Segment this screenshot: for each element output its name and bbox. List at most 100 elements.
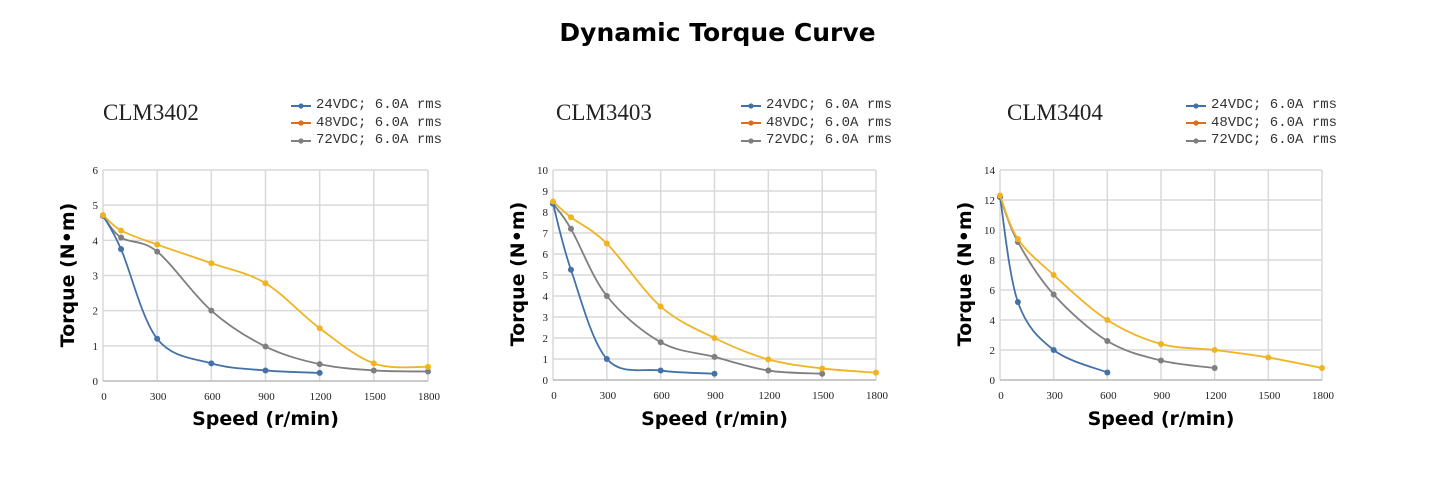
- y-tick-label: 8: [990, 255, 996, 267]
- data-point: [154, 335, 161, 342]
- y-tick-label: 1: [543, 354, 549, 366]
- main-title: Dynamic Torque Curve: [559, 18, 876, 47]
- y-tick-label: 5: [543, 270, 549, 282]
- chart-title: CLM3404: [1007, 100, 1103, 125]
- legend-marker-icon: [1186, 103, 1206, 109]
- x-tick-label: 600: [1100, 390, 1117, 402]
- x-tick-label: 300: [150, 391, 167, 403]
- data-point: [1158, 357, 1164, 364]
- data-point: [603, 240, 610, 247]
- y-tick-label: 1: [93, 341, 99, 353]
- data-point: [370, 367, 377, 374]
- legend-label: 48VDC; 6.0A rms: [316, 114, 443, 131]
- y-tick-label: 0: [543, 375, 549, 387]
- data-point: [118, 227, 125, 234]
- data-point: [567, 266, 574, 273]
- x-axis-label: Speed (r/min): [192, 408, 339, 430]
- x-tick-label: 1200: [758, 390, 781, 402]
- data-point: [711, 335, 718, 341]
- y-tick-label: 4: [543, 291, 549, 303]
- data-point: [316, 369, 323, 376]
- legend-marker-icon: [291, 138, 311, 144]
- data-point: [208, 360, 215, 367]
- data-point: [657, 339, 664, 346]
- data-point: [118, 246, 125, 253]
- y-tick-label: 8: [543, 207, 549, 219]
- chart-title: CLM3402: [103, 100, 199, 125]
- y-tick-label: 6: [543, 249, 549, 261]
- x-tick-label: 900: [1154, 390, 1171, 402]
- x-tick-label: 600: [204, 391, 221, 403]
- data-point: [1104, 369, 1111, 376]
- x-tick-label: 1500: [812, 390, 835, 402]
- data-point: [208, 307, 215, 314]
- legend-label: 48VDC; 6.0A rms: [1211, 114, 1338, 131]
- y-tick-label: 6: [93, 165, 99, 177]
- data-point: [603, 293, 610, 299]
- legend-marker-icon: [741, 138, 761, 144]
- y-tick-label: 4: [990, 315, 996, 327]
- x-tick-label: 300: [1046, 390, 1063, 402]
- data-point: [425, 368, 431, 375]
- data-point: [370, 360, 377, 367]
- legend-label: 24VDC; 6.0A rms: [766, 97, 893, 113]
- x-tick-label: 900: [707, 390, 724, 402]
- legend-label: 48VDC; 6.0A rms: [766, 114, 893, 131]
- data-point: [316, 361, 323, 368]
- data-point: [1014, 299, 1021, 305]
- y-tick-label: 3: [93, 271, 99, 283]
- x-tick-label: 1500: [1258, 390, 1281, 402]
- y-tick-label: 2: [990, 345, 996, 357]
- data-point: [765, 367, 772, 374]
- data-point: [765, 356, 772, 363]
- y-tick-label: 7: [543, 228, 549, 240]
- x-tick-label: 300: [600, 390, 617, 402]
- data-point: [603, 356, 610, 362]
- legend-label: 72VDC; 6.0A rms: [766, 132, 893, 148]
- data-point: [262, 367, 269, 374]
- y-tick-label: 9: [543, 186, 549, 198]
- data-point: [1211, 365, 1218, 371]
- data-point: [425, 363, 431, 370]
- data-point: [154, 248, 161, 255]
- data-point: [711, 370, 718, 377]
- data-point: [711, 353, 718, 360]
- data-point: [1158, 341, 1164, 347]
- series-line: [999, 196, 1108, 374]
- series-line: [102, 214, 429, 369]
- data-point: [567, 214, 574, 221]
- y-tick-label: 6: [990, 285, 996, 297]
- series-line: [102, 215, 429, 373]
- legend-marker-icon: [1186, 120, 1206, 126]
- legend-marker-icon: [741, 120, 761, 126]
- series-line: [552, 203, 715, 375]
- legend-item: 48VDC; 6.0A rms: [290, 115, 442, 133]
- x-tick-label: 0: [998, 390, 1004, 402]
- legend-label: 24VDC; 6.0A rms: [1211, 97, 1338, 113]
- data-point: [1014, 236, 1021, 242]
- x-axis-label: Speed (r/min): [641, 408, 788, 430]
- data-point: [873, 369, 879, 376]
- x-tick-label: 1800: [418, 391, 441, 403]
- legend-item: 24VDC; 6.0A rms: [1185, 97, 1337, 115]
- data-point: [1211, 347, 1218, 353]
- y-tick-label: 12: [984, 195, 995, 207]
- legend-item: 48VDC; 6.0A rms: [1185, 115, 1337, 133]
- data-point: [1265, 354, 1272, 361]
- legend-marker-icon: [291, 103, 311, 109]
- y-tick-label: 0: [990, 375, 996, 387]
- legend-label: 72VDC; 6.0A rms: [1211, 132, 1338, 148]
- legend-item: 24VDC; 6.0A rms: [290, 97, 442, 115]
- data-point: [1050, 347, 1057, 353]
- data-point: [550, 198, 556, 205]
- x-tick-label: 1500: [364, 391, 387, 403]
- data-point: [208, 260, 215, 267]
- legend-label: 72VDC; 6.0A rms: [316, 132, 443, 148]
- data-point: [819, 370, 826, 377]
- legend-marker-icon: [741, 103, 761, 109]
- x-tick-label: 1200: [1205, 390, 1228, 402]
- data-point: [118, 234, 125, 241]
- x-tick-label: 1800: [866, 390, 889, 402]
